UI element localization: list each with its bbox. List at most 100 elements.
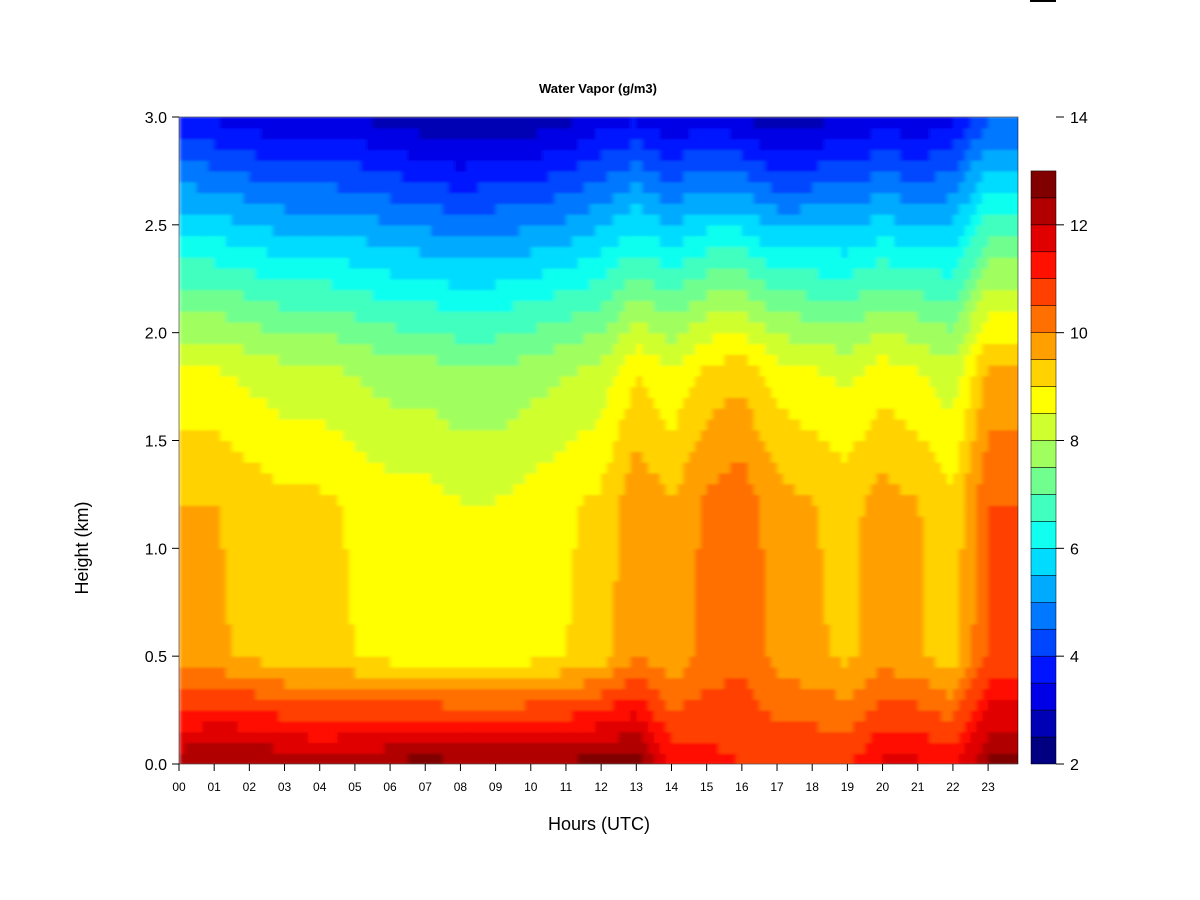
- heatmap-cell: [296, 311, 303, 323]
- heatmap-cell: [372, 483, 379, 496]
- heatmap-cell: [331, 569, 338, 582]
- heatmap-cell: [237, 343, 245, 355]
- heatmap-cell: [460, 645, 467, 657]
- heatmap-cell: [565, 451, 573, 463]
- heatmap-cell: [214, 332, 221, 345]
- corner-mark: [1030, 0, 1056, 2]
- heatmap-cell: [548, 656, 555, 668]
- heatmap-cell: [378, 408, 385, 420]
- heatmap-cell: [390, 192, 397, 204]
- heatmap-cell: [618, 214, 626, 226]
- heatmap-cell: [237, 666, 245, 679]
- heatmap-cell: [337, 246, 344, 258]
- heatmap-cell: [313, 267, 321, 280]
- heatmap-cell: [231, 321, 239, 334]
- heatmap-cell: [472, 451, 479, 463]
- heatmap-cell: [395, 117, 403, 129]
- heatmap-cell: [612, 494, 620, 506]
- heatmap-cell: [501, 289, 508, 301]
- heatmap-cell: [220, 591, 227, 603]
- heatmap-cell: [448, 397, 456, 409]
- heatmap-cell: [220, 429, 227, 442]
- heatmap-cell: [366, 559, 374, 571]
- heatmap-cell: [307, 569, 315, 582]
- heatmap-cell: [530, 289, 538, 301]
- heatmap-cell: [501, 408, 508, 420]
- heatmap-cell: [565, 429, 573, 442]
- heatmap-cell: [630, 203, 637, 215]
- heatmap-cell: [548, 537, 555, 549]
- heatmap-cell: [325, 537, 333, 549]
- heatmap-cell: [202, 548, 209, 560]
- heatmap-cell: [401, 127, 409, 140]
- heatmap-cell: [190, 494, 198, 506]
- heatmap-cell: [554, 397, 561, 409]
- heatmap-cell: [524, 278, 532, 291]
- heatmap-cell: [190, 548, 198, 560]
- heatmap-cell: [266, 515, 274, 528]
- heatmap-cell: [478, 117, 485, 129]
- heatmap-cell: [442, 569, 450, 582]
- heatmap-cell: [184, 462, 192, 474]
- heatmap-cell: [179, 117, 186, 129]
- heatmap-cell: [261, 699, 268, 711]
- heatmap-cell: [519, 429, 526, 442]
- heatmap-cell: [448, 429, 456, 442]
- heatmap-cell: [372, 408, 379, 420]
- heatmap-cell: [489, 623, 497, 636]
- heatmap-cell: [196, 138, 204, 150]
- heatmap-cell: [395, 677, 403, 690]
- heatmap-cell: [442, 181, 450, 194]
- heatmap-cell: [237, 623, 245, 636]
- heatmap-cell: [231, 666, 239, 679]
- heatmap-cell: [296, 526, 303, 539]
- heatmap-cell: [313, 645, 321, 657]
- heatmap-cell: [589, 472, 596, 485]
- heatmap-cell: [319, 192, 327, 204]
- heatmap-cell: [390, 365, 397, 377]
- heatmap-cell: [466, 170, 473, 183]
- heatmap-cell: [243, 278, 250, 291]
- heatmap-cell: [607, 462, 614, 474]
- heatmap-cell: [507, 203, 514, 215]
- heatmap-cell: [659, 602, 667, 614]
- heatmap-cell: [589, 429, 596, 442]
- heatmap-cell: [524, 332, 532, 345]
- heatmap-cell: [307, 311, 315, 323]
- heatmap-cell: [653, 472, 661, 485]
- heatmap-cell: [607, 418, 614, 431]
- heatmap-cell: [542, 321, 549, 334]
- heatmap-cell: [261, 666, 268, 679]
- heatmap-cell: [296, 170, 303, 183]
- heatmap-cell: [349, 710, 356, 722]
- heatmap-cell: [630, 149, 637, 161]
- heatmap-cell: [495, 451, 503, 463]
- heatmap-cell: [501, 214, 508, 226]
- heatmap-cell: [636, 753, 643, 764]
- heatmap-cell: [184, 181, 192, 194]
- heatmap-cell: [530, 494, 538, 506]
- heatmap-cell: [607, 548, 614, 560]
- heatmap-cell: [237, 559, 245, 571]
- heatmap-cell: [607, 720, 614, 733]
- heatmap-cell: [653, 440, 661, 452]
- heatmap-cell: [560, 138, 567, 150]
- heatmap-cell: [577, 343, 585, 355]
- heatmap-cell: [214, 666, 221, 679]
- heatmap-cell: [202, 526, 209, 539]
- heatmap-cell: [624, 127, 632, 140]
- heatmap-cell: [536, 375, 544, 388]
- heatmap-cell: [196, 257, 204, 269]
- heatmap-cell: [612, 720, 620, 733]
- heatmap-cell: [495, 257, 503, 269]
- heatmap-cell: [630, 720, 637, 733]
- heatmap-cell: [565, 246, 573, 258]
- heatmap-cell: [407, 677, 415, 690]
- heatmap-cell: [278, 170, 286, 183]
- heatmap-cell: [454, 494, 462, 506]
- heatmap-cell: [302, 214, 309, 226]
- heatmap-cell: [624, 332, 632, 345]
- heatmap-cell: [513, 278, 520, 291]
- heatmap-cell: [483, 753, 491, 764]
- heatmap-cell: [560, 278, 567, 291]
